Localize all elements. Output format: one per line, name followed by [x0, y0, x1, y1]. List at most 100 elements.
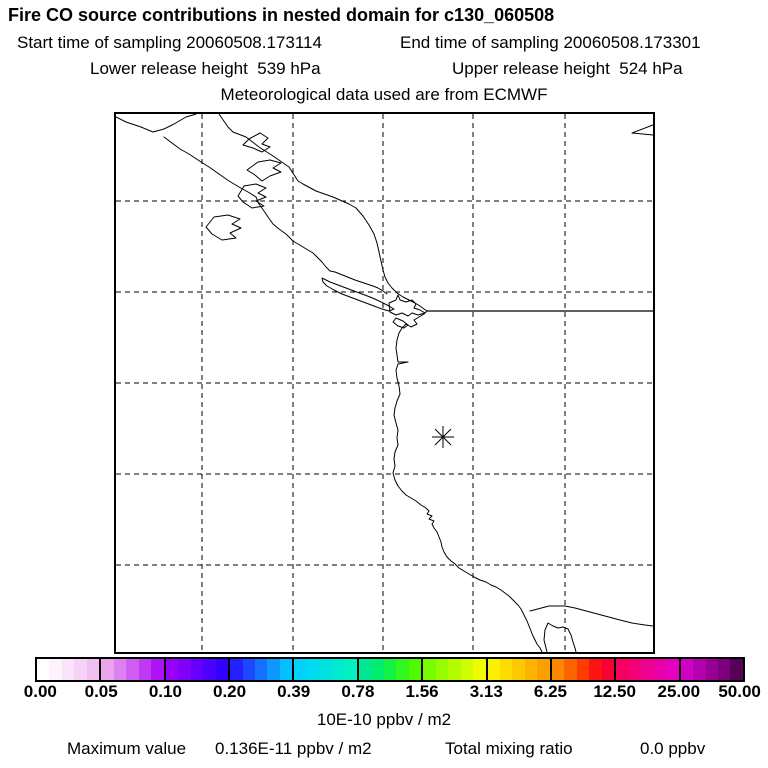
map-panel	[114, 112, 655, 654]
colorbar-cell	[113, 659, 127, 680]
island-a	[242, 132, 271, 153]
colorbar-units-label: 10E-10 ppbv / m2	[316, 710, 452, 729]
colorbar-cell	[203, 659, 216, 680]
colorbar-cell	[653, 659, 667, 680]
colorbar-cell	[101, 659, 114, 680]
colorbar-cell	[423, 659, 436, 680]
colorbar-tick-label: 25.00	[657, 682, 701, 701]
colorbar-cell	[524, 659, 538, 680]
colorbar-tick-label: 0.20	[212, 682, 247, 701]
colorbar-cell	[460, 659, 474, 680]
colorbar-cell	[215, 659, 229, 680]
max-value-label: Maximum value	[67, 739, 187, 758]
colorbar-cell	[358, 659, 372, 680]
colorbar-cell	[138, 659, 152, 680]
colorbar-cell	[86, 659, 100, 680]
colorbar-cell	[61, 659, 75, 680]
grid-lines	[116, 114, 653, 652]
colorbar-segment	[614, 659, 679, 680]
lower-release-label: Lower release height 539 hPa	[90, 59, 321, 78]
colorbar-cell	[408, 659, 422, 680]
colorbar-tick-label: 50.00	[718, 682, 761, 701]
colorbar-cell	[537, 659, 550, 680]
colorbar-tick-label: 0.39	[277, 682, 311, 701]
colorbar-tick-label: 1.56	[405, 682, 439, 701]
coast-mainland-path	[218, 114, 543, 652]
colorbar-cell	[371, 659, 384, 680]
vancouver-island	[321, 277, 395, 312]
colorbar-cell	[190, 659, 204, 680]
colorbar-segment	[485, 659, 550, 680]
colorbar-segment	[549, 659, 615, 680]
colorbar-ticks: 0.00 0.05 0.10 0.20 0.39 0.78 1.56 3.13 6.25 12.5…	[24, 682, 761, 702]
colorbar-cell	[306, 659, 320, 680]
sampling-location-marker	[432, 426, 454, 448]
colorbar-cell	[242, 659, 256, 680]
colorbar-tick-label: 3.13	[469, 682, 503, 701]
colorbar-cell	[279, 659, 293, 680]
met-data-label: Meteorological data used are from ECMWF	[220, 85, 548, 104]
gulf-islands-lower	[392, 317, 409, 329]
colorbar-cell	[230, 659, 243, 680]
colorbar-cell	[74, 659, 87, 680]
gulf-islands-cluster	[388, 294, 426, 317]
colorbar-tick-label: 0.05	[84, 682, 118, 701]
colorbar-cell	[448, 659, 461, 680]
island-d	[205, 214, 242, 241]
colorbar-segment	[99, 659, 164, 680]
max-value-number: 0.136E-11 ppbv / m2	[215, 739, 372, 758]
page-title: Fire CO source contributions in nested d…	[8, 5, 555, 25]
colorbar-cell	[730, 659, 743, 680]
colorbar-cell	[499, 659, 513, 680]
colorbar-cell	[178, 659, 191, 680]
colorbar-tick-label: 0.10	[148, 682, 182, 701]
colorbar-cell	[551, 659, 565, 680]
coastline	[116, 114, 653, 652]
colorbar-cell	[576, 659, 590, 680]
upper-release-label: Upper release height 524 hPa	[452, 59, 683, 78]
colorbar-segment	[421, 659, 486, 680]
colorbar-cell	[666, 659, 679, 680]
colorbar-cell	[151, 659, 164, 680]
colorbar-cell	[693, 659, 706, 680]
colorbar-cell	[705, 659, 718, 680]
colorbar-cell	[37, 659, 50, 680]
coast-north-segment	[116, 114, 197, 133]
colorbar-cell	[383, 659, 397, 680]
map-canvas	[116, 114, 653, 652]
colorbar-cell	[49, 659, 62, 680]
colorbar-segment	[356, 659, 422, 680]
colorbar-tick-label: 0.78	[341, 682, 375, 701]
colorbar-cell	[126, 659, 139, 680]
lake-southeast-right	[547, 622, 577, 652]
colorbar-cell	[165, 659, 179, 680]
colorbar-tick-label: 0.00	[23, 682, 57, 701]
total-mixing-ratio-label: Total mixing ratio	[445, 739, 573, 758]
colorbar-cell	[512, 659, 525, 680]
colorbar-cell	[564, 659, 577, 680]
end-time-label: End time of sampling 20060508.173301	[400, 33, 701, 52]
colorbar-cell	[396, 659, 409, 680]
colorbar-cell	[294, 659, 307, 680]
colorbar-cell	[680, 659, 694, 680]
total-mixing-ratio-value: 0.0 ppbv	[640, 739, 706, 758]
colorbar-cell	[255, 659, 268, 680]
colorbar-cell	[267, 659, 280, 680]
colorbar-segment	[678, 659, 743, 680]
start-time-label: Start time of sampling 20060508.173114	[17, 33, 322, 52]
colorbar-cell	[628, 659, 642, 680]
river-southeast	[529, 605, 653, 627]
colorbar-segment	[292, 659, 357, 680]
lake-southeast-left	[543, 622, 549, 652]
lake-northeast-wedge	[631, 124, 653, 136]
colorbar-segment	[228, 659, 293, 680]
colorbar-cell	[718, 659, 731, 680]
colorbar	[35, 657, 745, 682]
colorbar-cell	[344, 659, 357, 680]
colorbar-segment	[163, 659, 229, 680]
colorbar-cell	[473, 659, 486, 680]
colorbar-cell	[641, 659, 654, 680]
colorbar-cell	[435, 659, 449, 680]
colorbar-tick-label: 12.50	[593, 682, 636, 701]
colorbar-cell	[589, 659, 602, 680]
